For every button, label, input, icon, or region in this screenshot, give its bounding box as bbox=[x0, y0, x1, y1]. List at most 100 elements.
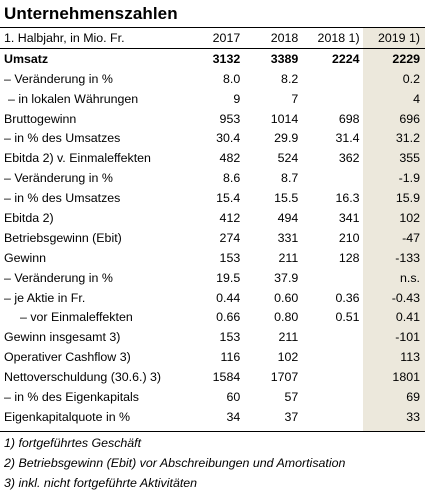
cell-value: 0.41 bbox=[395, 310, 420, 325]
cell-value: 113 bbox=[400, 350, 420, 365]
row-label-text: – vor Einmaleffekten bbox=[20, 310, 133, 325]
table-row: Gewinn insgesamt 3) 153 211 -101 bbox=[0, 327, 425, 347]
row-label: Gewinn insgesamt 3) bbox=[4, 330, 121, 345]
table-row: – Veränderung in % 8.0 8.2 0.2 bbox=[0, 69, 425, 89]
header-row: 1. Halbjahr, in Mio. Fr. 2017 2018 2018 … bbox=[0, 28, 425, 49]
cell-value: 0.36 bbox=[335, 290, 360, 305]
cell-value: 1584 bbox=[212, 370, 241, 385]
cell-value: 19.5 bbox=[216, 270, 241, 285]
row-label: – in % des Umsatzes bbox=[4, 131, 121, 146]
cell-value: 29.9 bbox=[274, 131, 299, 146]
table-row: – je Aktie in Fr. 0.44 0.60 0.36 -0.43 bbox=[0, 288, 425, 308]
cell-value: 953 bbox=[219, 111, 241, 126]
cell-value: 524 bbox=[277, 151, 299, 166]
row-label: – in lokalen Währungen bbox=[0, 89, 195, 109]
cell-value bbox=[302, 367, 363, 387]
cell-value: 0.44 bbox=[216, 290, 241, 305]
row-label: Ebitda 2) bbox=[4, 210, 54, 225]
row-label: Nettoverschuldung (30.6.) 3) bbox=[4, 370, 162, 385]
cell-value: 16.3 bbox=[335, 191, 360, 206]
cell-value: 153 bbox=[219, 250, 241, 265]
cell-value: 1707 bbox=[270, 370, 299, 385]
row-label: – Veränderung in % bbox=[4, 71, 113, 86]
cell-value: 211 bbox=[278, 330, 299, 345]
cell-value: 15.4 bbox=[216, 191, 241, 206]
cell-value bbox=[302, 387, 363, 407]
cell-value: n.s. bbox=[400, 270, 420, 285]
cell-value: 3389 bbox=[270, 51, 299, 66]
cell-value bbox=[302, 327, 363, 347]
cell-value: 33 bbox=[406, 409, 420, 424]
cell-value: 1801 bbox=[392, 370, 420, 385]
header-col-2018-continued: 2018 1) bbox=[302, 28, 364, 49]
table-row: – Veränderung in % 8.6 8.7 -1.9 bbox=[0, 168, 425, 188]
row-label-text: – in lokalen Währungen bbox=[8, 91, 139, 106]
footnote-1: 1) fortgeführtes Geschäft bbox=[4, 436, 142, 450]
cell-value: 8.7 bbox=[281, 171, 299, 186]
table-row: – vor Einmaleffekten 0.66 0.80 0.51 0.41 bbox=[0, 307, 425, 327]
cell-value bbox=[302, 347, 363, 367]
cell-value: 210 bbox=[338, 230, 360, 245]
cell-value: 57 bbox=[284, 389, 299, 404]
cell-value: -133 bbox=[395, 250, 420, 265]
cell-value: 2224 bbox=[332, 51, 360, 66]
table-row: Umsatz 3132 3389 2224 2229 bbox=[0, 48, 425, 68]
table-row: – in lokalen Währungen 9 7 4 bbox=[0, 89, 425, 109]
cell-value: 116 bbox=[220, 350, 241, 365]
table-row: Ebitda 2) 412 494 341 102 bbox=[0, 208, 425, 228]
table-row: – in % des Umsatzes 30.4 29.9 31.4 31.2 bbox=[0, 128, 425, 148]
title-divider bbox=[0, 27, 425, 28]
table-row: Betriebsgewinn (Ebit) 274 331 210 -47 bbox=[0, 228, 425, 248]
table-row: Operativer Cashflow 3) 116 102 113 bbox=[0, 347, 425, 367]
cell-value: -47 bbox=[402, 230, 420, 245]
header-col-2019-continued: 2019 1) bbox=[363, 28, 425, 49]
cell-value: 37.9 bbox=[274, 270, 299, 285]
cell-value: 31.4 bbox=[335, 131, 360, 146]
cell-value: 696 bbox=[399, 111, 420, 126]
header-col-2017: 2017 bbox=[195, 28, 245, 49]
row-label: Gewinn bbox=[4, 250, 47, 265]
cell-value: 8.2 bbox=[281, 71, 299, 86]
figures-table: 1. Halbjahr, in Mio. Fr. 2017 2018 2018 … bbox=[0, 28, 425, 427]
row-label: Betriebsgewinn (Ebit) bbox=[4, 230, 122, 245]
cell-value: 102 bbox=[399, 210, 420, 225]
highlight-column-2019 bbox=[363, 28, 425, 431]
cell-value: 60 bbox=[226, 389, 241, 404]
row-label: Umsatz bbox=[4, 51, 49, 66]
cell-value: 102 bbox=[277, 350, 299, 365]
row-label: – in % des Eigenkapitals bbox=[4, 389, 140, 404]
cell-value: 128 bbox=[338, 250, 360, 265]
table-row: Bruttogewinn 953 1014 698 696 bbox=[0, 109, 425, 129]
table-title: Unternehmenszahlen bbox=[4, 4, 178, 23]
cell-value: -101 bbox=[395, 330, 420, 345]
cell-value: -1.9 bbox=[398, 171, 420, 186]
row-label: – je Aktie in Fr. bbox=[4, 290, 86, 305]
row-label: Ebitda 2) v. Einmaleffekten bbox=[4, 151, 151, 166]
row-label: Bruttogewinn bbox=[4, 111, 77, 126]
cell-value: 30.4 bbox=[216, 131, 241, 146]
table-row: – in % des Umsatzes 15.4 15.5 16.3 15.9 bbox=[0, 188, 425, 208]
cell-value: 34 bbox=[226, 409, 241, 424]
cell-value bbox=[302, 407, 363, 427]
cell-value: 494 bbox=[277, 210, 299, 225]
cell-value: 0.51 bbox=[335, 310, 360, 325]
cell-value: 15.9 bbox=[395, 191, 420, 206]
cell-value: 1014 bbox=[270, 111, 299, 126]
table-row: Gewinn 153 211 128 -133 bbox=[0, 248, 425, 268]
table-row: Ebitda 2) v. Einmaleffekten 482 524 362 355 bbox=[0, 148, 425, 168]
cell-value: 0.80 bbox=[274, 310, 299, 325]
header-label: 1. Halbjahr, in Mio. Fr. bbox=[0, 28, 196, 49]
row-label: – Veränderung in % bbox=[4, 270, 113, 285]
table-row: – Veränderung in % 19.5 37.9 n.s. bbox=[0, 268, 425, 288]
cell-value: 7 bbox=[291, 91, 299, 106]
footnotes: 1) fortgeführtes Geschäft 2) Betriebsgew… bbox=[4, 434, 345, 493]
cell-value: 153 bbox=[219, 330, 241, 345]
cell-value: 4 bbox=[413, 91, 420, 106]
cell-value: 2229 bbox=[392, 51, 420, 66]
cell-value: 412 bbox=[219, 210, 241, 225]
cell-value: 0.60 bbox=[274, 290, 299, 305]
cell-value bbox=[302, 168, 363, 188]
cell-value: 3132 bbox=[212, 51, 241, 66]
cell-value: 211 bbox=[278, 250, 299, 265]
